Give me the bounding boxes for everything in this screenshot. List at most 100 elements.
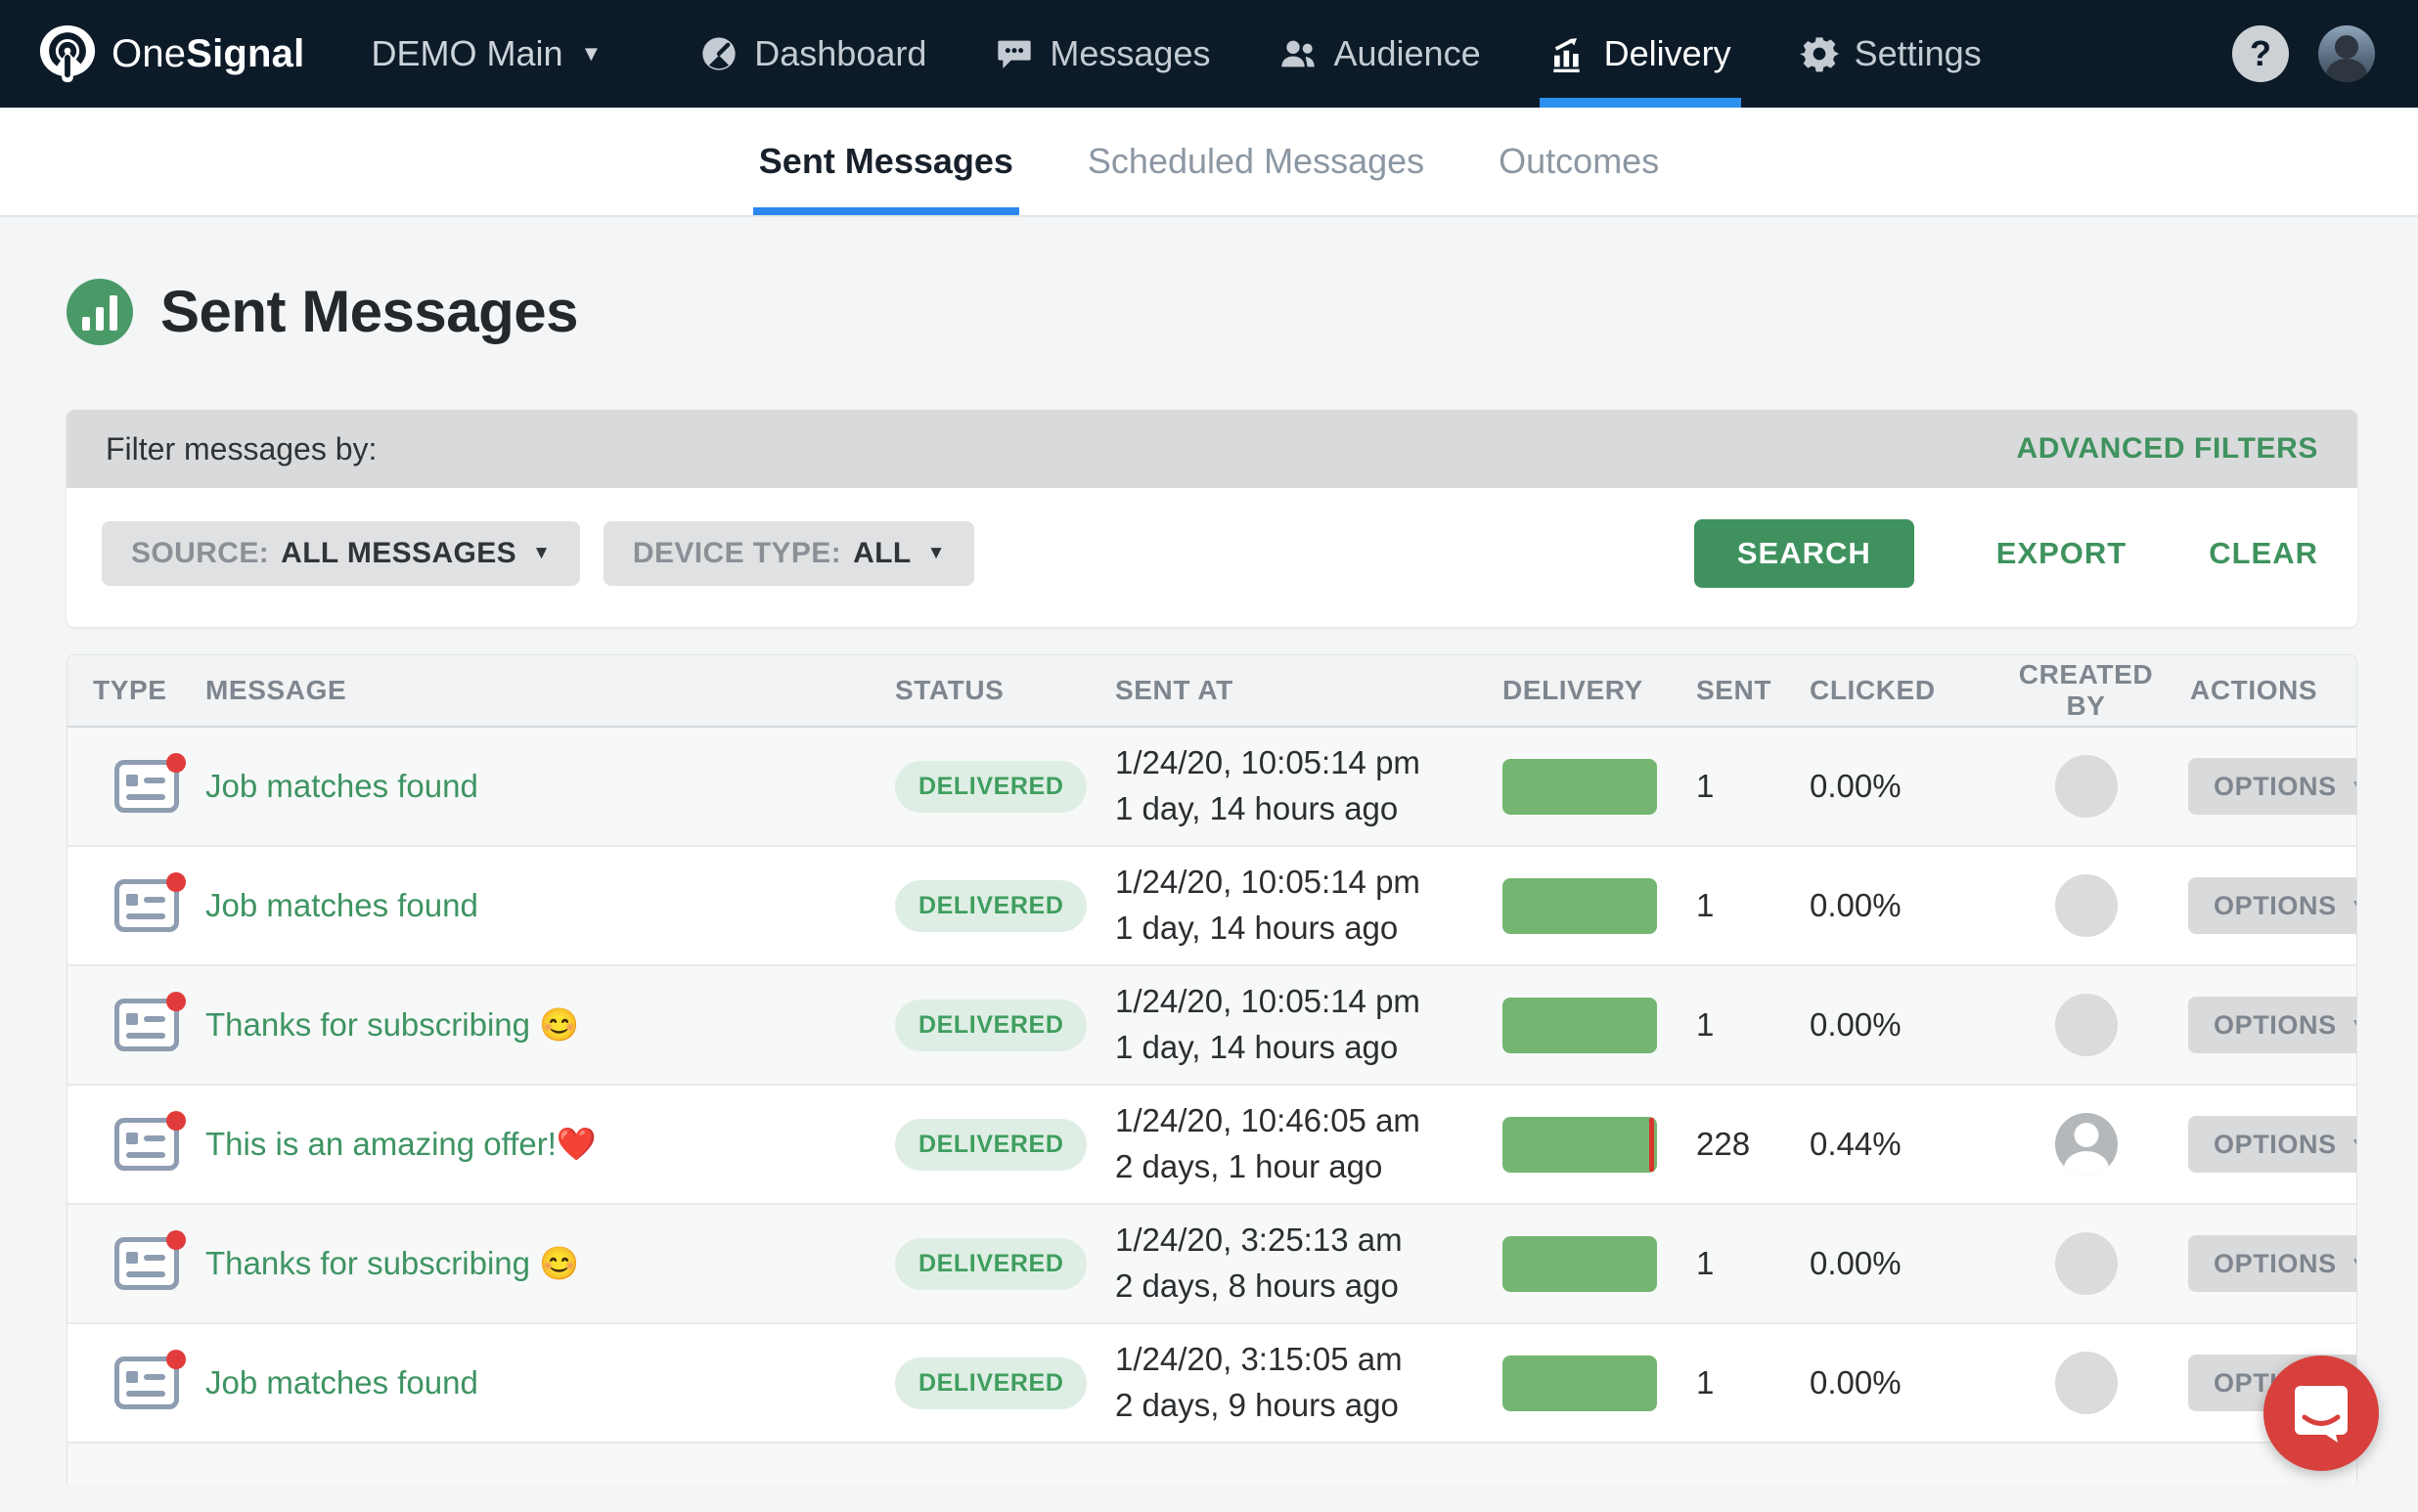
type-cell [93, 1230, 205, 1290]
col-header-message: MESSAGE [205, 675, 347, 705]
sent-at-timestamp: 1/24/20, 10:05:14 pm [1115, 983, 1420, 1020]
nav-item-settings[interactable]: Settings [1799, 0, 1982, 108]
message-title-link[interactable]: This is an amazing offer!❤️ [205, 1125, 597, 1162]
delivery-cell [1479, 877, 1696, 934]
app-selector-dropdown[interactable]: DEMO Main ▼ [336, 33, 641, 74]
chevron-down-icon: ▼ [580, 41, 603, 66]
options-button[interactable]: OPTIONS▼ [2188, 1116, 2356, 1173]
options-button[interactable]: OPTIONS▼ [2188, 877, 2356, 934]
push-notification-icon [114, 872, 186, 932]
notification-badge-dot [166, 992, 186, 1011]
onesignal-logo[interactable]: OneSignal [37, 23, 304, 84]
status-cell: DELIVERED [895, 1118, 1115, 1171]
table-row: Thanks for subscribing 😊 DELIVERED 1/24/… [67, 966, 2356, 1086]
chevron-down-icon: ▼ [926, 543, 946, 563]
col-header-sent-at: SENT AT [1115, 675, 1233, 705]
nav-item-label: Audience [1333, 33, 1481, 73]
options-button[interactable]: OPTIONS▼ [2188, 1235, 2356, 1292]
notification-badge-dot [166, 872, 186, 892]
sent-at-timestamp: 1/24/20, 10:05:14 pm [1115, 864, 1420, 901]
search-button[interactable]: SEARCH [1693, 519, 1914, 588]
push-notification-icon [114, 1230, 186, 1290]
device-type-filter-dropdown[interactable]: DEVICE TYPE: ALL ▼ [603, 521, 975, 586]
message-title-link[interactable]: Job matches found [205, 887, 478, 923]
clear-button[interactable]: CLEAR [2209, 536, 2318, 570]
actions-cell: OPTIONS▼ [2176, 1116, 2356, 1173]
table-row: Thanks for subscribing 😊 DELIVERED 1/24/… [67, 1205, 2356, 1324]
nav-item-label: Settings [1854, 33, 1982, 73]
table-row: This is an amazing offer!❤️ DELIVERED 1/… [67, 1086, 2356, 1205]
actions-cell: OPTIONS▼ [2176, 997, 2356, 1053]
intercom-chat-launcher[interactable] [2263, 1356, 2379, 1471]
delivery-bar [1502, 997, 1657, 1053]
creator-avatar [2054, 1113, 2118, 1176]
messages-chat-icon [998, 40, 1032, 68]
user-avatar[interactable] [2318, 25, 2375, 82]
sent-at-timestamp: 1/24/20, 10:05:14 pm [1115, 744, 1420, 781]
options-button[interactable]: OPTIONS▼ [2188, 758, 2356, 815]
message-cell: Thanks for subscribing 😊 [205, 1245, 895, 1283]
actions-cell: OPTIONS▼ [2176, 758, 2356, 815]
clicked-percent-cell: 0.00% [1810, 1245, 1902, 1281]
type-cell [93, 992, 205, 1051]
top-navbar: OneSignal DEMO Main ▼ Dashboard Messages [0, 0, 2418, 108]
message-title-link[interactable]: Job matches found [205, 1364, 478, 1401]
nav-menu: Dashboard Messages Audience [699, 0, 1982, 108]
audience-people-icon [1281, 40, 1316, 67]
chevron-down-icon: ▼ [2351, 1134, 2356, 1154]
status-badge: DELIVERED [895, 1118, 1088, 1171]
help-button[interactable]: ? [2232, 25, 2289, 82]
tab-sent-messages[interactable]: Sent Messages [752, 108, 1020, 215]
push-notification-icon [114, 753, 186, 813]
table-header-row: TYPE MESSAGE STATUS SENT AT DELIVERY SEN… [67, 655, 2356, 728]
nav-item-dashboard[interactable]: Dashboard [699, 0, 926, 108]
sent-at-timestamp: 1/24/20, 3:25:13 am [1115, 1222, 1403, 1259]
tab-outcomes[interactable]: Outcomes [1499, 141, 1660, 181]
creator-avatar [2054, 994, 2118, 1056]
creator-avatar [2054, 1232, 2118, 1295]
sent-at-relative: 1 day, 14 hours ago [1115, 910, 1399, 946]
status-badge: DELIVERED [895, 879, 1088, 932]
table-row: Job matches found DELIVERED 1/24/20, 10:… [67, 847, 2356, 966]
message-title-link[interactable]: Thanks for subscribing 😊 [205, 1005, 580, 1043]
nav-right: ? [2232, 0, 2418, 108]
sent-at-timestamp: 1/24/20, 10:46:05 am [1115, 1102, 1420, 1139]
created-by-cell [1995, 755, 2176, 818]
col-header-clicked: CLICKED [1810, 675, 1936, 705]
status-badge: DELIVERED [895, 999, 1088, 1051]
options-button[interactable]: OPTIONS▼ [2188, 997, 2356, 1053]
message-title-link[interactable]: Thanks for subscribing 😊 [205, 1244, 580, 1281]
delivery-bar [1502, 758, 1657, 815]
nav-item-label: Dashboard [754, 33, 927, 73]
delivery-cell [1479, 1355, 1696, 1411]
col-header-delivery: DELIVERY [1502, 675, 1643, 705]
message-cell: Job matches found [205, 1364, 895, 1401]
sent-count-cell: 228 [1696, 1126, 1751, 1162]
filter-controls-row: SOURCE: ALL MESSAGES ▼ DEVICE TYPE: ALL … [67, 488, 2357, 627]
nav-item-delivery[interactable]: Delivery [1539, 0, 1741, 108]
status-badge: DELIVERED [895, 1356, 1088, 1409]
page-title: Sent Messages [160, 279, 579, 344]
col-header-actions: ACTIONS [2190, 675, 2318, 705]
message-title-link[interactable]: Job matches found [205, 768, 478, 804]
chevron-down-icon: ▼ [2351, 777, 2356, 796]
delivery-cell [1479, 758, 1696, 815]
message-cell: This is an amazing offer!❤️ [205, 1126, 895, 1164]
advanced-filters-link[interactable]: ADVANCED FILTERS [2016, 432, 2318, 465]
export-button[interactable]: EXPORT [1995, 536, 2127, 570]
status-badge: DELIVERED [895, 760, 1088, 813]
tab-scheduled-messages[interactable]: Scheduled Messages [1087, 141, 1425, 181]
nav-item-messages[interactable]: Messages [995, 0, 1210, 108]
sent-count-cell: 1 [1696, 1364, 1715, 1401]
clicked-percent-cell: 0.00% [1810, 768, 1902, 804]
logo-text: OneSignal [112, 31, 305, 75]
type-cell [93, 1111, 205, 1171]
source-filter-dropdown[interactable]: SOURCE: ALL MESSAGES ▼ [102, 521, 580, 586]
col-header-type: TYPE [93, 675, 167, 705]
sent-at-cell: 1/24/20, 10:05:14 pm 1 day, 14 hours ago [1115, 860, 1479, 952]
next-row-partial [67, 1444, 2356, 1483]
message-cell: Job matches found [205, 768, 895, 805]
sent-at-relative: 2 days, 1 hour ago [1115, 1148, 1383, 1184]
chevron-down-icon: ▼ [2351, 1015, 2356, 1035]
nav-item-audience[interactable]: Audience [1278, 0, 1481, 108]
